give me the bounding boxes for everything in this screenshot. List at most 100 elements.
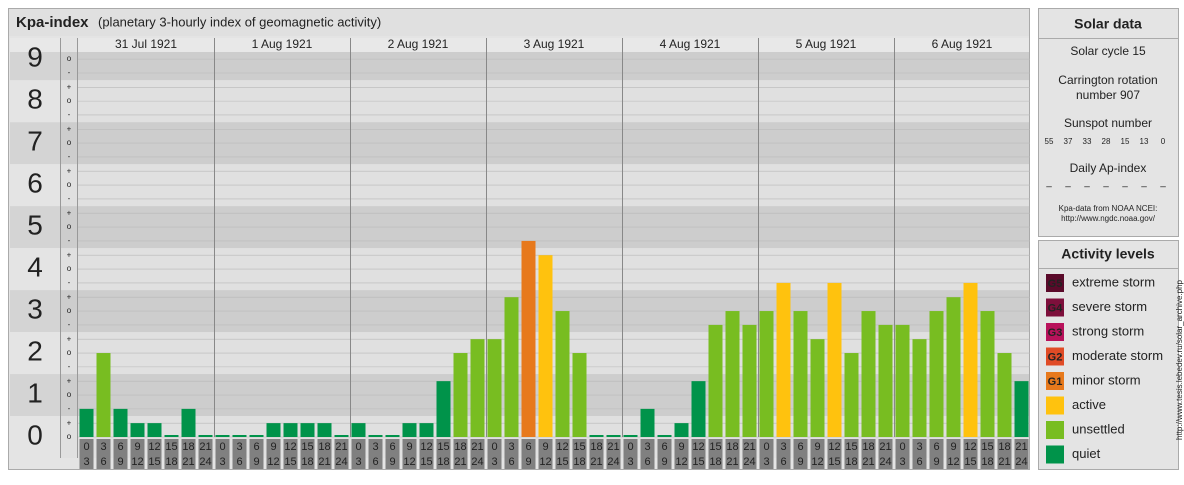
interval-end: 12 (267, 456, 279, 468)
legend-label: active (1072, 397, 1106, 412)
interval-start: 12 (148, 441, 160, 453)
interval-end: 18 (845, 456, 857, 468)
legend-label: unsettled (1072, 421, 1125, 436)
interval-box (538, 439, 553, 469)
date-label: 3 Aug 1921 (524, 37, 585, 51)
bar (810, 339, 825, 437)
interval-end: 18 (165, 456, 177, 468)
date-row (78, 38, 1029, 52)
interval-box (147, 439, 162, 469)
minor-tick-label: + (67, 334, 72, 343)
interval-box (215, 439, 230, 469)
minor-tick-label: o (67, 306, 72, 315)
interval-end: 6 (916, 456, 922, 468)
interval-box (266, 439, 281, 469)
legend-label: extreme storm (1072, 274, 1155, 289)
interval-box (555, 439, 570, 469)
interval-box (334, 439, 349, 469)
bar (657, 435, 672, 437)
minor-tick-label: - (68, 194, 71, 203)
bar (232, 435, 247, 437)
interval-box (929, 439, 944, 469)
interval-end: 12 (675, 456, 687, 468)
y-tick-label: 8 (27, 84, 43, 115)
interval-end: 24 (1015, 456, 1027, 468)
interval-start: 12 (828, 441, 840, 453)
interval-end: 9 (661, 456, 667, 468)
carrington: number 907 (1076, 88, 1140, 102)
interval-start: 15 (845, 441, 857, 453)
interval-end: 9 (389, 456, 395, 468)
interval-start: 18 (862, 441, 874, 453)
bar (283, 423, 298, 437)
band (10, 52, 1029, 81)
interval-box (640, 439, 655, 469)
ap-value: – (1141, 182, 1147, 193)
interval-end: 24 (199, 456, 211, 468)
interval-start: 3 (100, 441, 106, 453)
interval-start: 6 (797, 441, 803, 453)
date-label: 5 Aug 1921 (796, 37, 857, 51)
interval-end: 18 (437, 456, 449, 468)
interval-end: 15 (828, 456, 840, 468)
interval-end: 3 (627, 456, 633, 468)
bar (470, 339, 485, 437)
activity-title: Activity levels (1061, 246, 1155, 262)
interval-box (470, 439, 485, 469)
interval-start: 6 (253, 441, 259, 453)
bar (402, 423, 417, 437)
bar (1014, 381, 1029, 437)
interval-box (657, 439, 672, 469)
interval-box (606, 439, 621, 469)
bar (572, 353, 587, 437)
legend-code: G3 (1048, 327, 1063, 339)
source-url: http://www.ngdc.noaa.gov/ (1061, 214, 1156, 223)
interval-box (198, 439, 213, 469)
bar (181, 408, 196, 437)
bar (827, 282, 842, 437)
bar (708, 324, 723, 437)
interval-start: 0 (627, 441, 633, 453)
interval-box (759, 439, 774, 469)
interval-box (317, 439, 332, 469)
interval-box (283, 439, 298, 469)
minor-tick-label: + (67, 124, 72, 133)
interval-end: 15 (964, 456, 976, 468)
bar (997, 353, 1012, 437)
legend-label: minor storm (1072, 372, 1141, 387)
interval-end: 6 (644, 456, 650, 468)
interval-end: 15 (284, 456, 296, 468)
interval-end: 21 (726, 456, 738, 468)
subtitle: (planetary 3-hourly index of geomagnetic… (98, 14, 381, 29)
interval-start: 0 (491, 441, 497, 453)
interval-box (521, 439, 536, 469)
minor-tick-label: o (67, 222, 72, 231)
interval-start: 3 (916, 441, 922, 453)
interval-start: 6 (525, 441, 531, 453)
interval-box (708, 439, 723, 469)
minor-tick-label: - (68, 320, 71, 329)
interval-end: 6 (372, 456, 378, 468)
minor-tick-label: + (67, 376, 72, 385)
minor-tick-label: - (68, 362, 71, 371)
interval-start: 12 (692, 441, 704, 453)
bar (980, 311, 995, 437)
bar (725, 311, 740, 437)
bar (878, 324, 893, 437)
minor-tick-label: o (67, 96, 72, 105)
bar (453, 353, 468, 437)
interval-start: 0 (83, 441, 89, 453)
interval-end: 6 (236, 456, 242, 468)
interval-start: 12 (284, 441, 296, 453)
bar (929, 311, 944, 437)
interval-start: 15 (573, 441, 585, 453)
credit: http://www.tesis.lebedev.ru/solar_archiv… (1175, 279, 1184, 439)
interval-end: 21 (590, 456, 602, 468)
y-tick-label: 7 (27, 125, 43, 156)
bar (606, 435, 621, 437)
interval-end: 18 (981, 456, 993, 468)
legend-swatch (1046, 298, 1064, 317)
y-tick-label: 6 (27, 167, 43, 198)
bar (334, 435, 349, 437)
minor-tick-label: - (68, 68, 71, 77)
